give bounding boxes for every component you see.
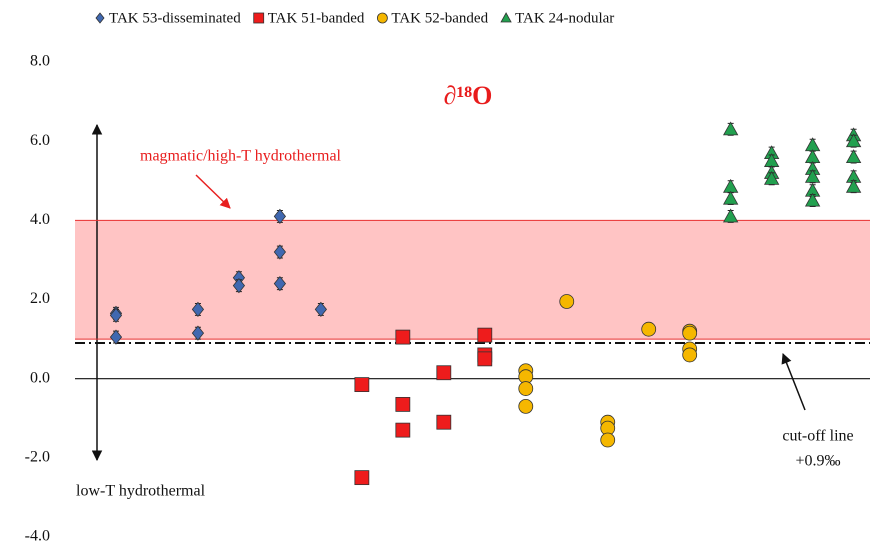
point <box>191 301 205 318</box>
y-tick-label: -4.0 <box>25 528 50 545</box>
point <box>232 278 246 294</box>
annotation-arrow <box>195 174 231 209</box>
point <box>436 365 452 381</box>
point <box>804 168 821 183</box>
annotation: low-T hydrothermal <box>76 483 206 500</box>
point <box>722 190 739 205</box>
legend-marker <box>376 12 388 24</box>
annotation: cut-off line <box>782 428 853 445</box>
legend-label: TAK 24-nodular <box>515 10 614 26</box>
y-tick-label: 2.0 <box>30 290 50 307</box>
point <box>395 396 411 412</box>
point <box>804 137 821 152</box>
point <box>722 208 739 223</box>
y-tick-label: 0.0 <box>30 369 50 386</box>
point <box>682 347 698 363</box>
point <box>804 149 821 164</box>
point <box>559 294 575 309</box>
point <box>477 351 493 367</box>
annotation: magmatic/high-T hydrothermal <box>140 148 342 165</box>
point <box>395 422 411 438</box>
y-tick-label: -2.0 <box>25 449 50 466</box>
legend-marker <box>253 12 265 24</box>
point <box>845 133 862 148</box>
point <box>395 329 411 345</box>
legend-label: TAK 51-banded <box>268 10 365 26</box>
point <box>354 470 370 486</box>
point <box>845 178 862 193</box>
point <box>109 329 123 345</box>
legend-label: TAK 53-disseminated <box>109 10 241 26</box>
point <box>722 121 739 136</box>
point <box>273 208 287 225</box>
legend-marker <box>95 12 105 24</box>
point <box>763 170 780 185</box>
point <box>682 325 698 341</box>
annotation: +0.9‰ <box>795 453 840 470</box>
point <box>641 321 657 337</box>
point <box>845 149 862 164</box>
point <box>191 325 205 341</box>
point <box>722 178 739 193</box>
point <box>477 327 493 343</box>
chart-title: ∂¹⁸O <box>444 81 493 110</box>
point <box>109 307 123 323</box>
legend-marker <box>500 12 512 23</box>
point <box>600 432 616 448</box>
y-tick-label: 4.0 <box>30 211 50 228</box>
point <box>518 398 534 414</box>
point <box>518 381 534 396</box>
range-band <box>75 220 870 340</box>
annotation-arrow <box>781 353 806 411</box>
point <box>436 414 452 430</box>
point <box>273 276 287 292</box>
legend-label: TAK 52-banded <box>391 10 488 26</box>
y-tick-label: 6.0 <box>30 132 50 149</box>
point <box>314 301 327 318</box>
y-tick-label: 8.0 <box>30 53 50 70</box>
point <box>273 244 287 260</box>
point <box>354 377 370 393</box>
point <box>804 192 821 207</box>
